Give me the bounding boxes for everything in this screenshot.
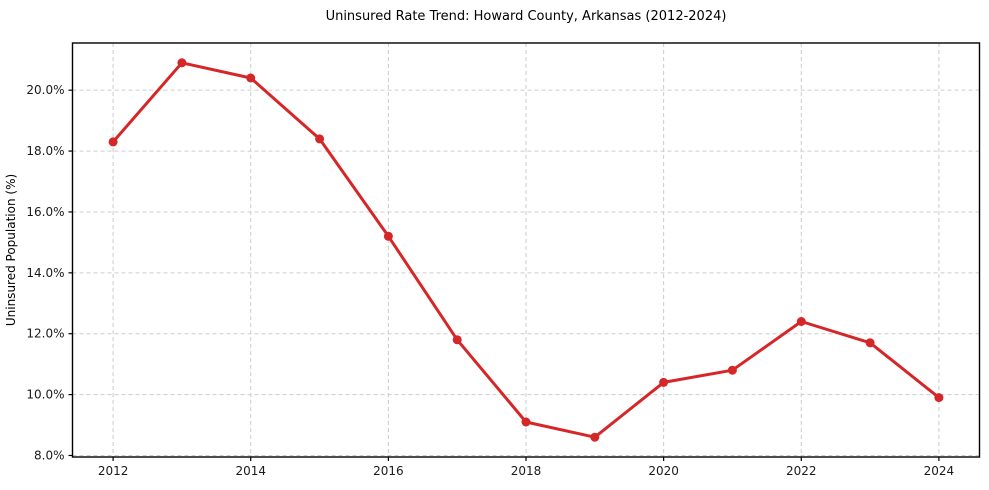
data-point-2013 [177,58,187,68]
y-tick-label: 8.0% [34,448,65,462]
x-tick-label: 2014 [235,464,266,478]
x-tick-label: 2020 [648,464,679,478]
x-tick-label: 2022 [786,464,817,478]
data-point-2018 [521,417,531,427]
y-tick-label: 20.0% [26,83,64,97]
data-point-2012 [108,137,118,147]
data-point-2024 [934,393,944,403]
grid-lines [72,43,980,457]
data-point-2020 [659,377,669,387]
x-tick-label: 2012 [98,464,129,478]
x-tick-label: 2024 [924,464,955,478]
axis-tick-labels: 8.0% 10.0% 12.0% 14.0% 16.0% 18.0% 20.0% 2012 20… [26,83,954,478]
data-series [108,58,944,442]
y-axis-label: Uninsured Population (%) [4,174,18,326]
data-point-2017 [452,335,462,345]
x-tick-label: 2018 [511,464,542,478]
data-point-2015 [315,134,325,144]
y-tick-label: 16.0% [26,205,64,219]
y-tick-label: 10.0% [26,388,64,402]
data-point-2021 [727,365,737,375]
y-tick-label: 18.0% [26,144,64,158]
data-point-2022 [796,317,806,326]
y-tick-label: 14.0% [26,266,64,280]
data-point-2023 [865,338,875,348]
axis-ticks [68,89,940,461]
chart-title: Uninsured Rate Trend: Howard County, Ark… [326,9,727,24]
data-point-2019 [590,432,600,442]
data-point-2016 [383,231,393,241]
data-point-2014 [246,73,256,83]
x-tick-label: 2016 [373,464,404,478]
plot-border [71,42,981,458]
y-tick-label: 12.0% [26,327,64,341]
